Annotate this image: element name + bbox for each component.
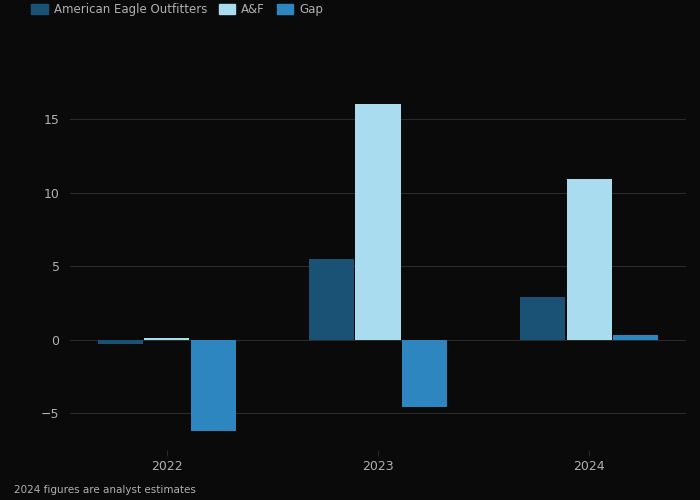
- Bar: [613, 336, 658, 340]
- Bar: [356, 104, 400, 340]
- Bar: [98, 340, 143, 344]
- Bar: [402, 340, 447, 407]
- Bar: [566, 180, 612, 340]
- Bar: [191, 340, 236, 431]
- Bar: [520, 297, 565, 340]
- Bar: [309, 259, 354, 340]
- Bar: [144, 338, 190, 340]
- Text: 2024 figures are analyst estimates: 2024 figures are analyst estimates: [14, 485, 196, 495]
- Legend: American Eagle Outfitters, A&F, Gap: American Eagle Outfitters, A&F, Gap: [27, 0, 328, 21]
